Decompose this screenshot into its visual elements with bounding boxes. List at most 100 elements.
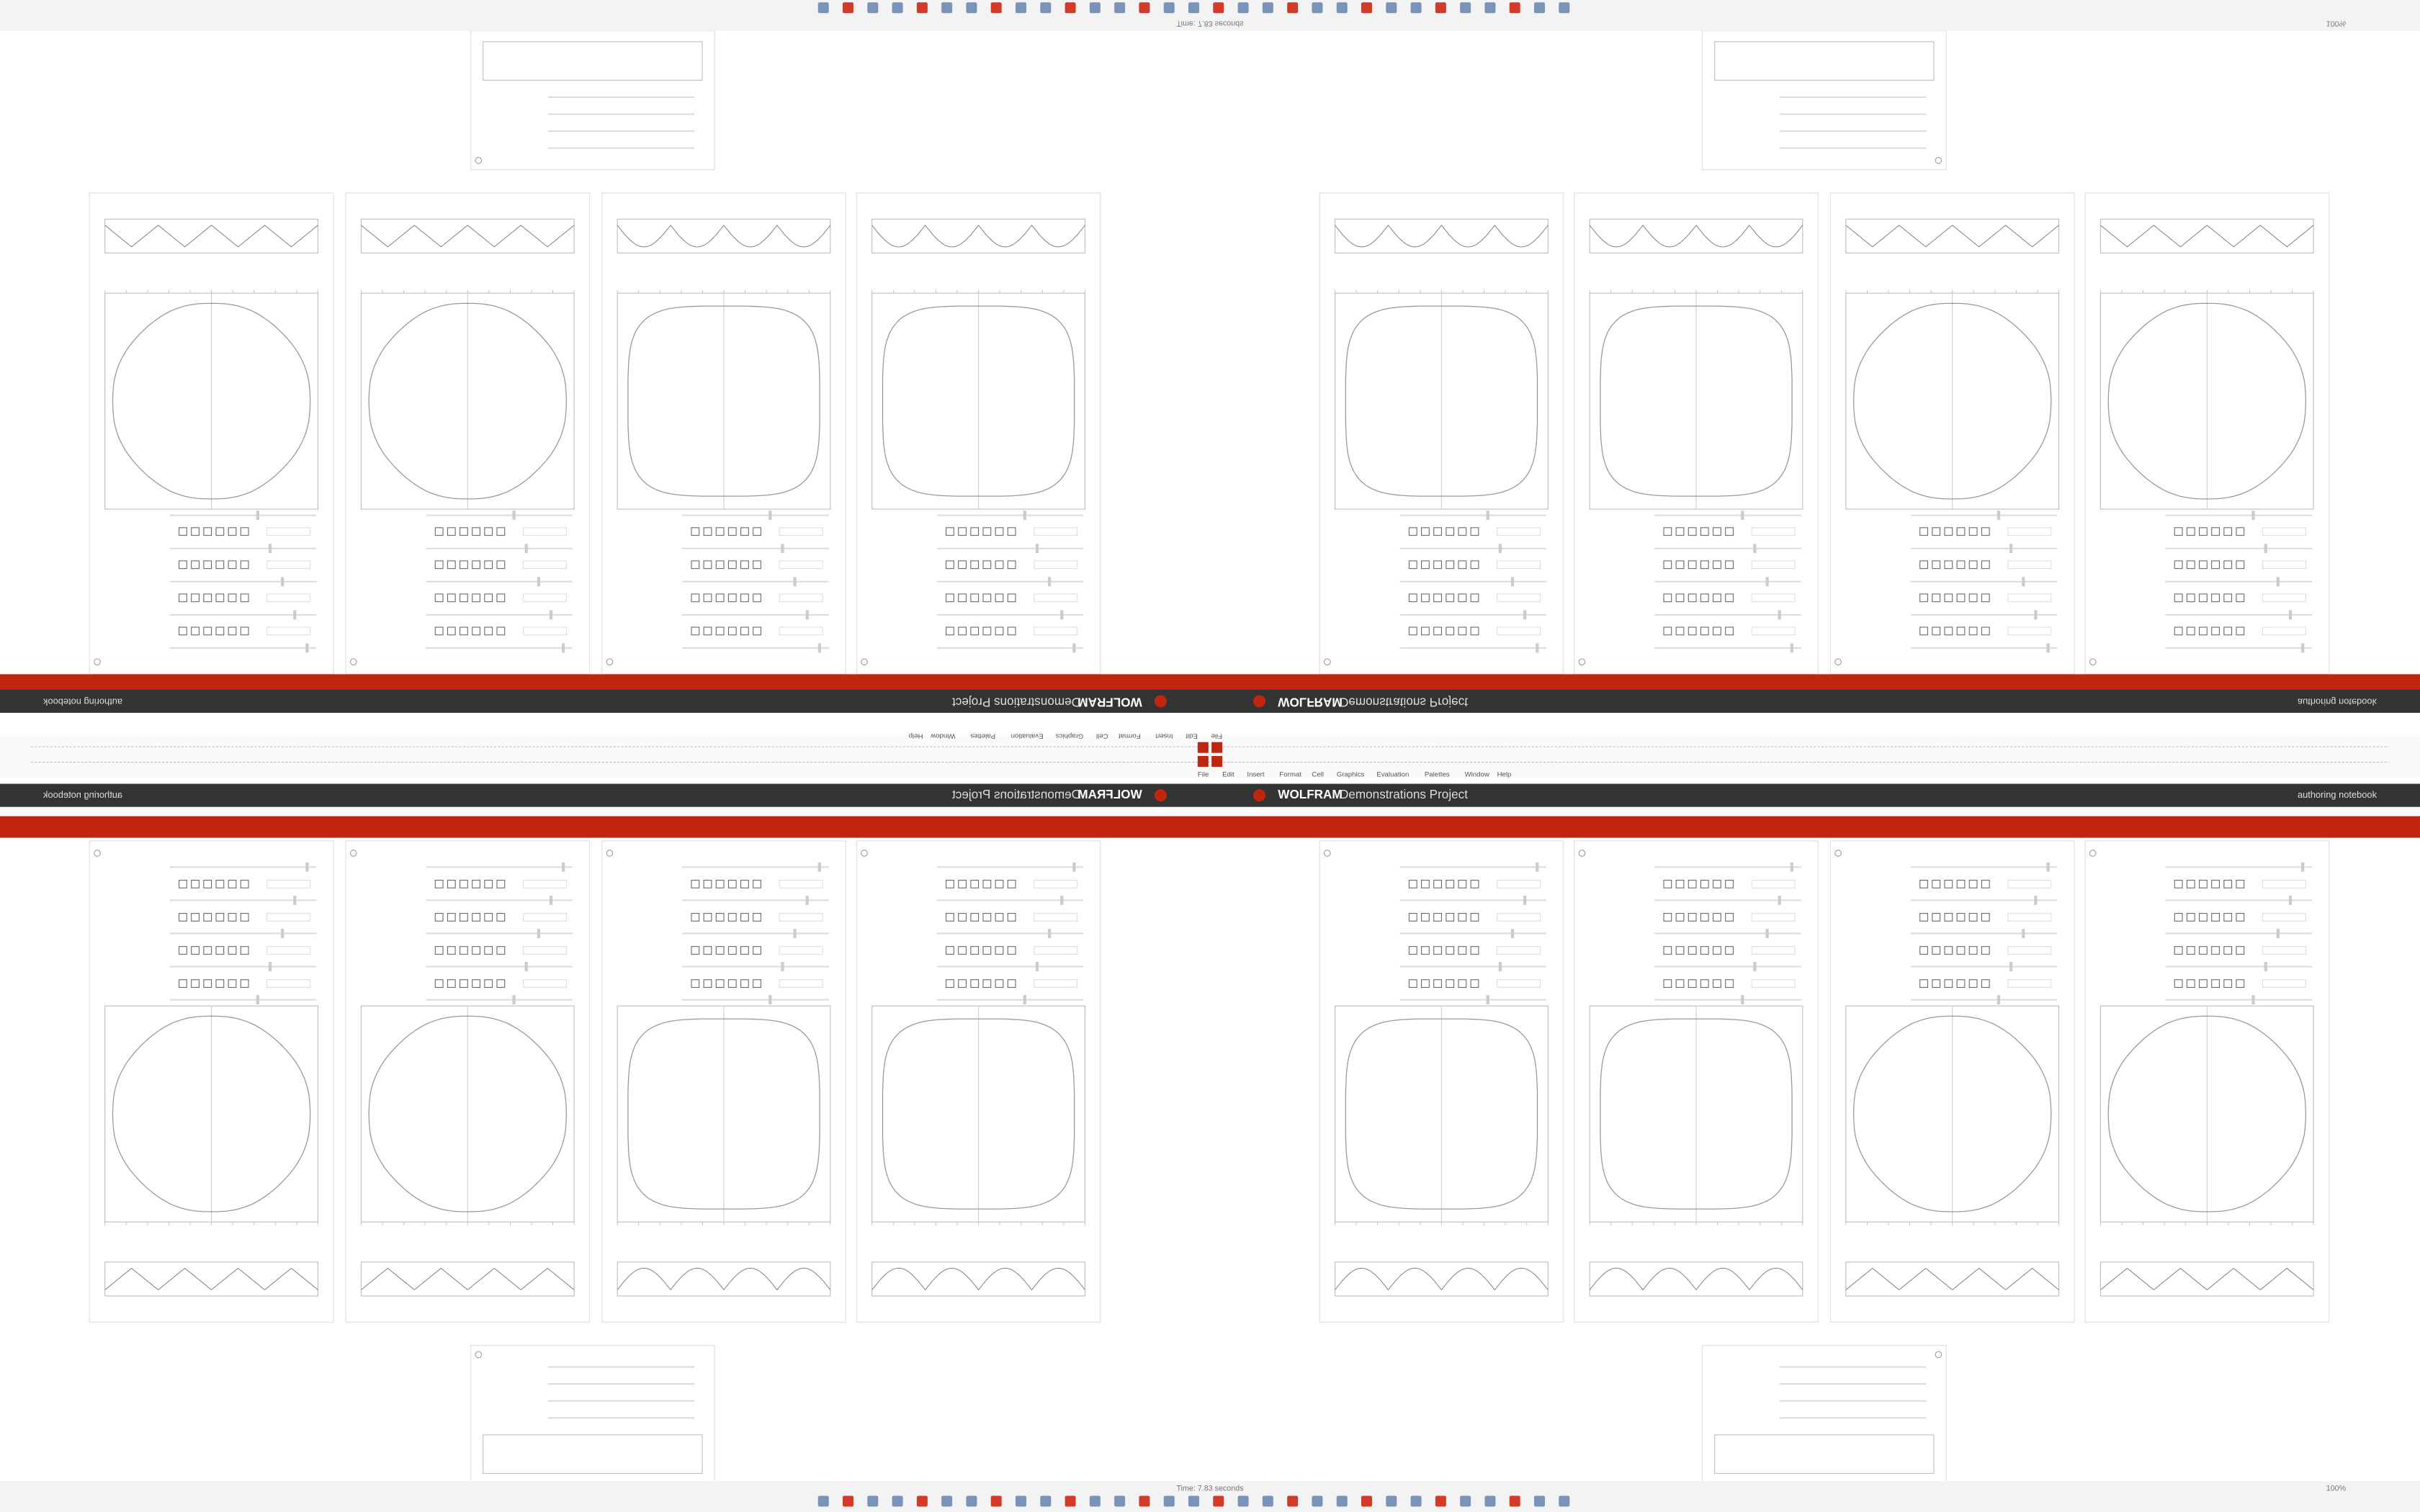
- tool-button[interactable]: [892, 1495, 903, 1507]
- step-button[interactable]: [447, 913, 456, 922]
- value-field[interactable]: [1751, 913, 1796, 922]
- step-button[interactable]: [447, 979, 456, 988]
- step-button[interactable]: [1421, 979, 1430, 988]
- tool-button[interactable]: [1336, 1495, 1348, 1507]
- step-button[interactable]: [191, 946, 200, 955]
- step-button[interactable]: [203, 979, 212, 988]
- step-button[interactable]: [727, 979, 737, 988]
- step-button[interactable]: [203, 879, 212, 888]
- step-button[interactable]: [1408, 979, 1417, 988]
- step-button[interactable]: [191, 879, 200, 888]
- step-button[interactable]: [1675, 879, 1685, 888]
- step-button[interactable]: [2199, 979, 2208, 988]
- step-button[interactable]: [1919, 879, 1928, 888]
- step-button[interactable]: [1470, 913, 1479, 922]
- value-field[interactable]: [1034, 913, 1078, 922]
- step-button[interactable]: [2236, 913, 2245, 922]
- step-button[interactable]: [1458, 913, 1467, 922]
- slider-thumb[interactable]: [781, 962, 784, 971]
- step-button[interactable]: [1932, 913, 1941, 922]
- tool-button[interactable]: [1386, 2, 1397, 14]
- slider-thumb[interactable]: [512, 995, 516, 1004]
- step-button[interactable]: [1688, 913, 1697, 922]
- step-button[interactable]: [496, 979, 506, 988]
- slider-thumb[interactable]: [1048, 929, 1052, 938]
- step-button[interactable]: [691, 979, 700, 988]
- step-button[interactable]: [1007, 946, 1016, 955]
- tool-button[interactable]: [867, 1495, 879, 1507]
- slider-thumb[interactable]: [1023, 995, 1026, 1004]
- step-button[interactable]: [970, 879, 980, 888]
- step-button[interactable]: [1713, 979, 1721, 988]
- menu-item[interactable]: Graphics: [1337, 770, 1365, 778]
- app-icon[interactable]: [1211, 756, 1223, 767]
- step-button[interactable]: [691, 946, 700, 955]
- step-button[interactable]: [740, 879, 749, 888]
- step-button[interactable]: [1446, 913, 1455, 922]
- step-button[interactable]: [995, 979, 1004, 988]
- slider-thumb[interactable]: [2046, 862, 2050, 872]
- slider-thumb[interactable]: [1741, 995, 1744, 1004]
- value-field[interactable]: [522, 913, 567, 922]
- step-button[interactable]: [1968, 946, 1978, 955]
- step-button[interactable]: [179, 946, 187, 955]
- slider-thumb[interactable]: [1060, 895, 1064, 905]
- slider-thumb[interactable]: [793, 929, 797, 938]
- tool-button[interactable]: [1139, 1495, 1150, 1507]
- step-button[interactable]: [946, 913, 954, 922]
- step-button[interactable]: [753, 946, 761, 955]
- tool-button[interactable]: [966, 2, 977, 14]
- step-button[interactable]: [496, 946, 506, 955]
- slider-thumb[interactable]: [1072, 862, 1076, 872]
- step-button[interactable]: [179, 879, 187, 888]
- step-button[interactable]: [1688, 946, 1697, 955]
- tool-button[interactable]: [1460, 1495, 1471, 1507]
- step-button[interactable]: [2174, 879, 2183, 888]
- step-button[interactable]: [691, 879, 700, 888]
- step-button[interactable]: [1956, 879, 1966, 888]
- value-field[interactable]: [1497, 946, 1541, 955]
- tool-button[interactable]: [966, 1495, 977, 1507]
- slider-thumb[interactable]: [268, 962, 272, 971]
- step-button[interactable]: [228, 913, 237, 922]
- tool-button[interactable]: [990, 2, 1002, 14]
- tool-button[interactable]: [817, 1495, 829, 1507]
- tool-button[interactable]: [916, 2, 928, 14]
- step-button[interactable]: [1968, 979, 1978, 988]
- slider-thumb[interactable]: [256, 995, 259, 1004]
- step-button[interactable]: [1725, 979, 1734, 988]
- slider-thumb[interactable]: [2009, 962, 2013, 971]
- value-field[interactable]: [779, 979, 823, 988]
- tool-button[interactable]: [1534, 1495, 1545, 1507]
- slider-thumb[interactable]: [1765, 929, 1769, 938]
- step-button[interactable]: [1675, 979, 1685, 988]
- step-button[interactable]: [1408, 946, 1417, 955]
- step-button[interactable]: [727, 879, 737, 888]
- step-button[interactable]: [1713, 913, 1721, 922]
- step-button[interactable]: [715, 979, 725, 988]
- tool-button[interactable]: [1361, 2, 1372, 14]
- step-button[interactable]: [1470, 946, 1479, 955]
- menu-item[interactable]: Insert: [1247, 770, 1264, 778]
- step-button[interactable]: [753, 913, 761, 922]
- step-button[interactable]: [1944, 879, 1953, 888]
- slider-thumb[interactable]: [1523, 895, 1527, 905]
- slider-thumb[interactable]: [1778, 895, 1781, 905]
- step-button[interactable]: [1919, 946, 1928, 955]
- step-button[interactable]: [2236, 879, 2245, 888]
- step-button[interactable]: [1919, 979, 1928, 988]
- step-button[interactable]: [2174, 979, 2183, 988]
- step-button[interactable]: [1663, 879, 1672, 888]
- tool-button[interactable]: [1509, 2, 1520, 14]
- step-button[interactable]: [958, 879, 967, 888]
- app-icon[interactable]: [1197, 742, 1209, 753]
- slider-thumb[interactable]: [1753, 962, 1757, 971]
- step-button[interactable]: [1470, 879, 1479, 888]
- step-button[interactable]: [1944, 946, 1953, 955]
- slider-thumb[interactable]: [1486, 995, 1489, 1004]
- step-button[interactable]: [460, 946, 468, 955]
- step-button[interactable]: [2186, 979, 2195, 988]
- slider-thumb[interactable]: [2034, 895, 2038, 905]
- step-button[interactable]: [2199, 913, 2208, 922]
- slider-thumb[interactable]: [805, 895, 809, 905]
